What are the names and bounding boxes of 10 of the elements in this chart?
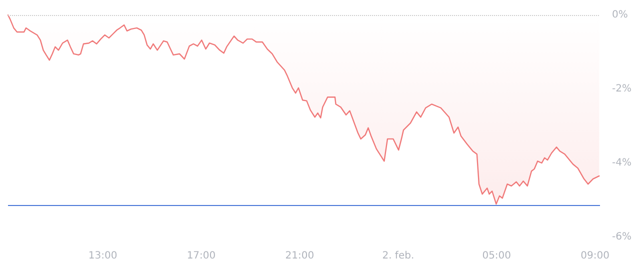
x-tick-label: 05:00 — [482, 250, 512, 262]
x-tick-label: 2. feb. — [382, 250, 414, 262]
x-tick-label: 09:00 — [580, 250, 610, 262]
x-tick-label: 21:00 — [285, 250, 314, 262]
y-tick-label: -6% — [612, 232, 632, 242]
x-tick-label: 13:00 — [88, 250, 118, 262]
y-tick-label: 0% — [612, 10, 628, 20]
x-tick-label: 17:00 — [186, 250, 216, 262]
y-tick-label: -2% — [612, 84, 632, 94]
y-tick-label: -4% — [612, 158, 632, 168]
